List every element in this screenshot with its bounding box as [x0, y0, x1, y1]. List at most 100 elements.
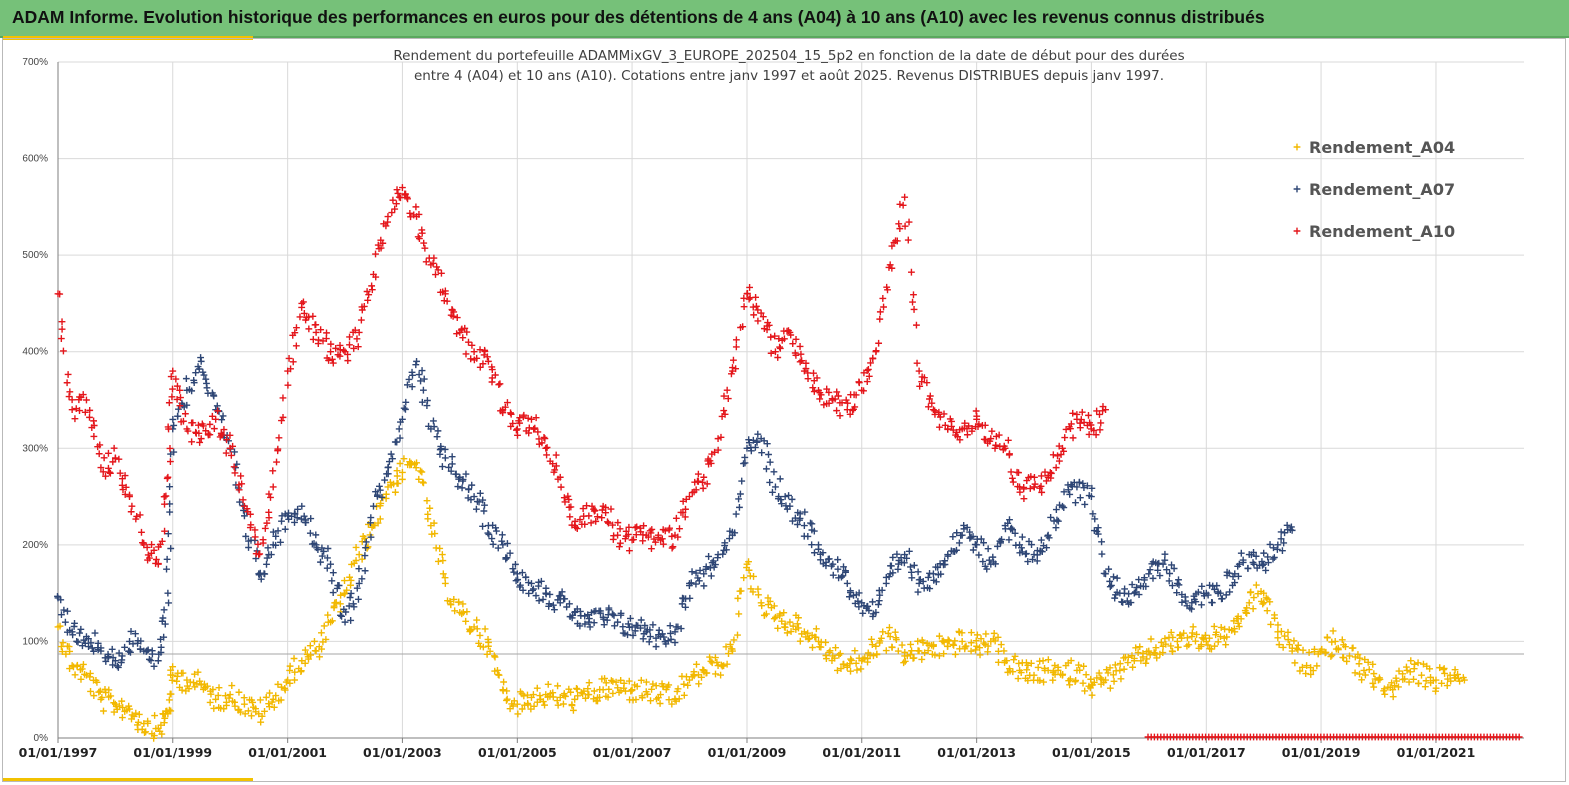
data-point — [1432, 676, 1440, 684]
data-point — [1217, 633, 1224, 640]
data-point — [399, 475, 406, 483]
data-point — [281, 525, 289, 533]
data-point — [465, 486, 473, 493]
data-point — [825, 399, 833, 407]
data-point — [423, 402, 431, 409]
data-point — [770, 602, 778, 610]
data-point — [602, 679, 610, 687]
data-point — [1356, 654, 1364, 662]
data-point — [1037, 536, 1045, 544]
data-point — [863, 367, 871, 374]
series-Rendement_A04 — [54, 455, 1468, 742]
data-point — [455, 598, 463, 606]
data-point — [641, 622, 649, 629]
data-point — [758, 449, 766, 457]
data-point — [448, 460, 456, 468]
data-point — [513, 425, 521, 433]
data-point — [979, 558, 987, 565]
data-point — [864, 366, 872, 373]
data-point — [68, 406, 76, 414]
x-tick-label: 01/01/1997 — [19, 745, 98, 760]
data-point — [936, 413, 944, 421]
data-point — [327, 340, 335, 348]
data-point — [91, 629, 99, 637]
data-point — [61, 618, 69, 626]
data-point — [275, 434, 283, 442]
data-point — [196, 439, 204, 446]
data-point — [1088, 691, 1096, 699]
data-point — [223, 698, 230, 706]
data-point — [1065, 677, 1073, 685]
data-point — [1267, 621, 1275, 628]
data-point — [1079, 480, 1087, 487]
data-point — [375, 245, 383, 253]
data-point — [843, 580, 851, 587]
data-point — [470, 493, 478, 500]
data-point — [447, 601, 455, 609]
data-point — [538, 439, 546, 447]
data-point — [964, 431, 971, 439]
data-point — [1076, 424, 1084, 432]
data-point — [1197, 641, 1205, 648]
data-point — [504, 540, 511, 547]
data-point — [278, 683, 285, 691]
data-point — [624, 531, 632, 538]
data-point — [420, 239, 428, 247]
data-point — [892, 237, 899, 245]
data-point — [804, 533, 812, 540]
data-point — [218, 431, 226, 439]
data-point — [1066, 490, 1074, 498]
data-point — [1183, 634, 1191, 642]
data-point — [510, 568, 518, 576]
data-point — [218, 416, 226, 424]
data-point — [479, 643, 487, 651]
data-point — [962, 642, 970, 650]
data-point — [567, 503, 575, 511]
data-point — [306, 529, 314, 537]
data-point — [1354, 651, 1362, 658]
grid-lines — [57, 61, 1524, 743]
data-point — [1054, 663, 1062, 671]
data-point — [1395, 667, 1403, 675]
data-point — [1085, 431, 1093, 438]
data-point — [554, 682, 561, 690]
data-point — [528, 580, 535, 587]
data-point — [230, 463, 238, 471]
data-point — [300, 309, 308, 317]
data-point — [988, 427, 996, 435]
data-point — [869, 598, 876, 606]
data-point — [886, 624, 893, 631]
data-point — [498, 407, 506, 415]
data-point — [688, 568, 696, 576]
data-point — [694, 470, 702, 478]
data-point — [441, 287, 449, 295]
data-point — [1119, 598, 1127, 606]
data-point — [722, 643, 730, 651]
data-point — [252, 705, 259, 713]
data-point — [581, 620, 589, 628]
data-point — [571, 517, 579, 525]
data-point — [337, 591, 345, 599]
data-point — [212, 415, 220, 423]
data-point — [1037, 482, 1045, 490]
data-point — [243, 505, 251, 513]
data-point — [1027, 473, 1035, 480]
data-point — [438, 269, 445, 277]
data-point — [518, 705, 526, 713]
data-point — [1461, 676, 1468, 684]
data-point — [418, 367, 426, 374]
x-tick-label: 01/01/2021 — [1397, 745, 1476, 760]
data-point — [776, 345, 784, 352]
data-point — [166, 483, 174, 491]
data-point — [1260, 549, 1268, 557]
data-point — [1270, 544, 1277, 552]
data-point — [172, 375, 180, 383]
data-point — [780, 609, 788, 617]
data-point — [1415, 679, 1422, 687]
data-point — [1252, 581, 1260, 589]
data-point — [1060, 504, 1068, 511]
data-point — [431, 530, 439, 537]
data-point — [607, 677, 615, 684]
data-point — [285, 509, 292, 517]
data-point — [162, 492, 170, 500]
